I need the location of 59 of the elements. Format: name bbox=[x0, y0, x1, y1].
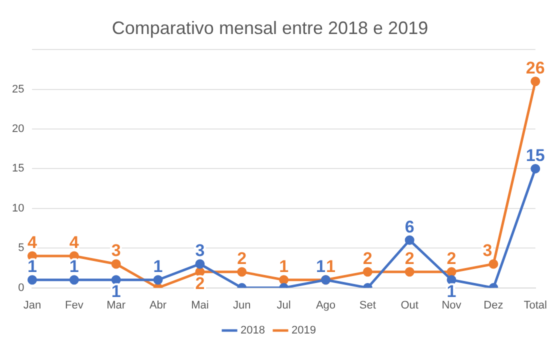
point bbox=[153, 275, 163, 285]
data-label: 3 bbox=[482, 241, 492, 260]
data-label: 2 bbox=[237, 249, 247, 268]
x-tick-label: Abr bbox=[149, 299, 167, 312]
point bbox=[446, 267, 456, 277]
point bbox=[111, 259, 121, 269]
chart-title: Comparativo mensal entre 2018 e 2019 bbox=[112, 18, 428, 38]
y-tick-label: 20 bbox=[12, 123, 24, 136]
x-tick-label: Jun bbox=[233, 299, 251, 312]
data-label: 26 bbox=[526, 58, 545, 78]
data-label: 2 bbox=[404, 249, 414, 268]
x-tick-label: Ago bbox=[316, 299, 336, 312]
data-label: 2 bbox=[362, 249, 372, 268]
point bbox=[27, 275, 37, 285]
data-label: 1 bbox=[153, 257, 163, 276]
data-label: 1 bbox=[28, 257, 37, 276]
point bbox=[404, 235, 414, 245]
x-tick-label: Fev bbox=[64, 299, 84, 312]
data-label: 1 bbox=[326, 257, 336, 276]
point bbox=[404, 267, 414, 277]
point bbox=[69, 275, 79, 285]
data-label: 3 bbox=[111, 241, 121, 260]
point bbox=[530, 164, 540, 174]
x-tick-label: Mar bbox=[106, 299, 126, 312]
x-tick-label: Jul bbox=[276, 299, 291, 312]
point bbox=[195, 259, 205, 269]
data-label: 4 bbox=[28, 233, 38, 252]
y-tick-label: 0 bbox=[18, 282, 24, 294]
data-label: 1 bbox=[69, 257, 79, 276]
point bbox=[362, 267, 372, 277]
point bbox=[488, 259, 498, 269]
data-label: 1 bbox=[316, 257, 326, 276]
data-label: 6 bbox=[404, 217, 414, 236]
point bbox=[111, 275, 121, 285]
x-tick-label: Dez bbox=[484, 299, 504, 312]
data-label: 15 bbox=[526, 146, 545, 165]
data-label: 3 bbox=[195, 241, 205, 260]
x-tick-label: Nov bbox=[442, 299, 462, 312]
y-tick-label: 15 bbox=[12, 162, 24, 175]
legend-label: 2018 bbox=[240, 324, 266, 337]
data-label: 2 bbox=[446, 249, 456, 268]
x-tick-label: Jan bbox=[23, 299, 42, 312]
point bbox=[237, 267, 247, 277]
y-tick-label: 25 bbox=[12, 83, 24, 96]
x-tick-label: Mai bbox=[191, 299, 209, 312]
data-label: 1 bbox=[111, 282, 121, 302]
point bbox=[279, 275, 289, 285]
point bbox=[446, 275, 456, 285]
point bbox=[530, 76, 540, 86]
x-tick-label: Out bbox=[400, 299, 418, 312]
y-tick-label: 5 bbox=[18, 242, 24, 254]
y-tick-label: 10 bbox=[12, 202, 24, 214]
data-label: 4 bbox=[69, 233, 80, 252]
data-label: 1 bbox=[446, 282, 456, 302]
legend-label: 2019 bbox=[292, 324, 316, 337]
x-tick-label: Set bbox=[359, 299, 376, 312]
x-tick-label: Total bbox=[524, 299, 548, 312]
data-label: 1 bbox=[279, 257, 289, 276]
data-label: 2 bbox=[195, 274, 205, 294]
